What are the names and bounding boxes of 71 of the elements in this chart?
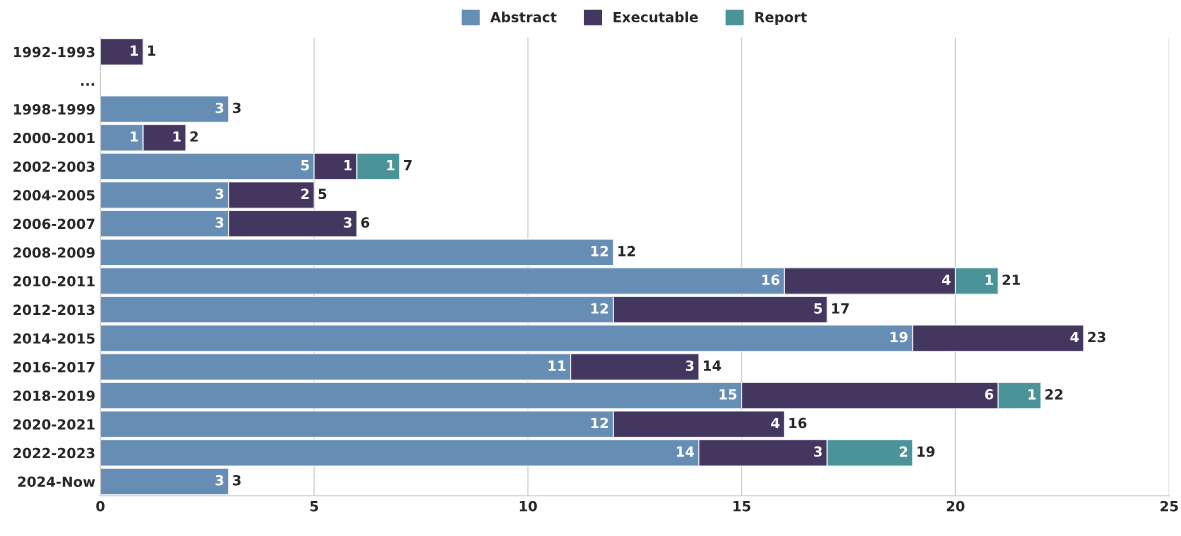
y-tick-label: 1998-1999 bbox=[14, 104, 95, 115]
data-label: 1 bbox=[130, 131, 138, 142]
data-label: 12 bbox=[591, 303, 608, 314]
total-label: 7 bbox=[404, 160, 412, 171]
x-tick-label: 25 bbox=[1160, 500, 1178, 512]
data-label: 16 bbox=[762, 274, 780, 286]
y-tick-label: 2022-2023 bbox=[13, 447, 95, 459]
total-label: 3 bbox=[232, 475, 241, 486]
total-label: 23 bbox=[1088, 331, 1106, 343]
data-label: 2 bbox=[301, 188, 309, 199]
data-label: 19 bbox=[890, 331, 908, 343]
y-tick-label: 2002-2003 bbox=[13, 161, 95, 172]
y-tick-label: 2004-2005 bbox=[13, 190, 95, 201]
y-tick-label: 2010-2011 bbox=[13, 275, 95, 287]
data-label: 12 bbox=[591, 417, 608, 429]
x-tick-label: 10 bbox=[519, 500, 537, 512]
total-label: 12 bbox=[618, 245, 635, 257]
y-tick-label: 2000-2001 bbox=[13, 132, 95, 144]
data-label: 4 bbox=[1070, 331, 1079, 343]
total-label: 2 bbox=[190, 131, 198, 142]
y-tick-label: 1992-1993 bbox=[14, 46, 95, 58]
total-label: 22 bbox=[1045, 389, 1063, 400]
x-tick-label: 5 bbox=[310, 501, 319, 512]
total-label: 6 bbox=[361, 217, 370, 228]
data-label: 1 bbox=[173, 131, 181, 142]
total-label: 14 bbox=[703, 360, 722, 371]
x-tick-label: 15 bbox=[733, 501, 751, 512]
total-label: 1 bbox=[148, 45, 156, 56]
data-label: 4 bbox=[771, 417, 780, 429]
y-tick-label: 2024-Now bbox=[18, 476, 96, 487]
data-label: 15 bbox=[719, 389, 737, 400]
data-label: 1 bbox=[130, 45, 138, 56]
data-label: 4 bbox=[942, 274, 951, 285]
x-tick-label: 20 bbox=[946, 500, 965, 512]
data-label: 3 bbox=[215, 188, 224, 200]
y-tick-label: 2012-2013 bbox=[13, 304, 95, 316]
data-label: 2 bbox=[899, 446, 908, 457]
y-tick-label: 2006-2007 bbox=[13, 218, 95, 230]
data-label: 5 bbox=[301, 160, 309, 171]
data-label: 14 bbox=[676, 446, 694, 457]
bar bbox=[100, 38, 144, 66]
x-tick-label: 0 bbox=[96, 500, 105, 512]
data-label: 11 bbox=[548, 360, 566, 371]
total-label: 17 bbox=[832, 303, 849, 314]
data-label: 12 bbox=[591, 245, 608, 257]
legend-label: Report bbox=[755, 12, 807, 26]
data-label: 3 bbox=[215, 217, 224, 228]
data-label: 3 bbox=[814, 446, 822, 457]
total-label: 16 bbox=[789, 417, 807, 429]
data-label: 5 bbox=[814, 303, 822, 314]
data-label: 6 bbox=[985, 389, 994, 400]
data-label: 3 bbox=[343, 217, 352, 228]
data-label: 3 bbox=[685, 360, 694, 371]
data-label: 1 bbox=[344, 160, 352, 171]
data-label: 1 bbox=[387, 160, 395, 171]
data-label: 1 bbox=[985, 274, 993, 285]
total-label: 19 bbox=[917, 446, 935, 457]
data-label: 3 bbox=[215, 102, 224, 114]
y-tick-label: ... bbox=[81, 83, 95, 86]
y-tick-label: 2008-2009 bbox=[13, 247, 95, 258]
legend-label: Abstract bbox=[490, 11, 557, 23]
total-label: 5 bbox=[318, 188, 327, 200]
y-tick-label: 2018-2019 bbox=[13, 390, 95, 402]
legend-label: Executable bbox=[613, 11, 698, 23]
y-tick-label: 2016-2017 bbox=[13, 361, 95, 373]
y-tick-label: 2020-2021 bbox=[13, 419, 95, 430]
total-label: 3 bbox=[232, 102, 241, 114]
total-label: 21 bbox=[1002, 274, 1020, 285]
data-label: 1 bbox=[1028, 389, 1036, 400]
data-label: 3 bbox=[215, 475, 224, 486]
y-tick-label: 2014-2015 bbox=[13, 333, 95, 344]
